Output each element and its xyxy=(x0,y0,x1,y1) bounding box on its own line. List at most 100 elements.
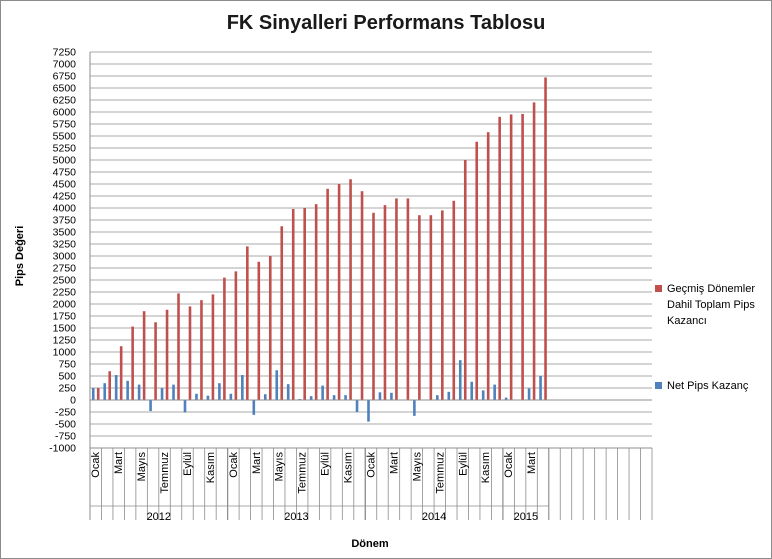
bar-net xyxy=(229,393,233,400)
y-tick-label: 1750 xyxy=(53,311,77,323)
y-tick-label: 7000 xyxy=(53,59,77,71)
bar-total xyxy=(441,210,444,400)
bar-net xyxy=(390,392,393,400)
bar-total xyxy=(257,261,261,400)
year-label: 2015 xyxy=(514,511,538,523)
bar-total xyxy=(360,191,364,400)
x-tick-label: Eylül xyxy=(182,452,194,476)
x-tick-label: Ocak xyxy=(366,452,378,478)
x-tick-label: Kasım xyxy=(480,452,492,483)
y-tick-label: 500 xyxy=(58,371,76,383)
bar-net xyxy=(436,395,439,400)
y-tick-label: 3250 xyxy=(53,239,77,251)
bar-net xyxy=(263,394,267,400)
y-tick-label: 5750 xyxy=(53,119,77,131)
year-label: 2012 xyxy=(147,511,171,523)
bar-net xyxy=(241,375,244,400)
bar-total xyxy=(406,198,410,400)
legend-label-total: Geçmiş Dönemler Dahil Toplam Pips Kazanc… xyxy=(667,283,756,327)
bar-total xyxy=(372,212,375,400)
y-tick-label: 6500 xyxy=(53,83,77,95)
bar-net xyxy=(206,395,210,400)
y-tick-label: -750 xyxy=(55,431,76,443)
bar-total xyxy=(223,277,226,400)
chart-title: FK Sinyalleri Performans Tablosu xyxy=(226,12,546,34)
bar-total xyxy=(177,293,180,400)
y-tick-label: 750 xyxy=(58,359,76,371)
x-axis-label: Dönem xyxy=(351,538,389,550)
bar-net xyxy=(355,400,359,412)
y-tick-label: 4250 xyxy=(53,191,77,203)
bar-total xyxy=(337,184,341,400)
bar-net xyxy=(493,384,496,400)
x-tick-label: Mayıs xyxy=(411,452,423,482)
bar-total xyxy=(349,179,352,400)
bar-total xyxy=(188,306,192,400)
y-tick-label: -500 xyxy=(55,419,76,431)
bar-total xyxy=(154,322,157,400)
y-tick-label: 4500 xyxy=(53,179,77,191)
bar-net xyxy=(218,383,221,400)
bar-net xyxy=(286,384,290,400)
bar-net xyxy=(183,400,187,413)
y-tick-label: 3500 xyxy=(53,227,77,239)
bar-total xyxy=(475,141,479,400)
bar-total xyxy=(200,300,203,400)
bar-net xyxy=(332,395,336,400)
bar-net xyxy=(195,393,198,400)
y-tick-label: 1000 xyxy=(53,347,77,359)
y-tick-label: 2500 xyxy=(53,275,77,287)
year-label: 2013 xyxy=(284,511,308,523)
bar-net xyxy=(160,388,164,400)
y-tick-label: 4750 xyxy=(53,167,77,179)
x-tick-label: Eylül xyxy=(457,452,469,476)
bar-total xyxy=(452,200,456,400)
y-tick-label: 4000 xyxy=(53,203,77,215)
year-label: 2014 xyxy=(422,511,446,523)
y-tick-label: 5500 xyxy=(53,131,77,143)
bar-net xyxy=(367,400,370,422)
bar-total xyxy=(383,205,387,400)
bar-total xyxy=(291,208,295,400)
bar-total xyxy=(326,188,329,400)
x-tick-label: Temmuz xyxy=(159,452,171,494)
x-tick-label: Kasım xyxy=(205,452,217,483)
bar-net xyxy=(447,391,451,400)
y-tick-label: 6250 xyxy=(53,95,77,107)
bar-total xyxy=(142,311,146,400)
bar-total xyxy=(234,271,238,400)
y-tick-label: 2750 xyxy=(53,263,77,275)
bar-total xyxy=(165,309,169,400)
y-tick-label: 250 xyxy=(58,383,76,395)
bar-net xyxy=(321,385,324,400)
bar-total xyxy=(131,326,134,400)
bar-net xyxy=(504,397,508,400)
y-tick-label: 0 xyxy=(70,395,76,407)
x-tick-label: Ocak xyxy=(503,452,515,478)
bar-net xyxy=(378,392,382,400)
bar-net xyxy=(149,400,152,412)
x-tick-label: Temmuz xyxy=(297,452,309,494)
x-tick-label: Mayıs xyxy=(274,452,286,482)
y-tick-label: 1250 xyxy=(53,335,77,347)
bar-net xyxy=(344,395,347,400)
bar-total xyxy=(463,160,467,400)
bar-total xyxy=(521,113,524,401)
bar-net xyxy=(458,360,462,400)
y-tick-label: 2250 xyxy=(53,287,77,299)
y-tick-label: 7250 xyxy=(53,47,77,59)
bar-total xyxy=(246,246,249,400)
y-tick-label: -1000 xyxy=(49,443,76,455)
bar-net xyxy=(126,380,129,400)
y-tick-label: 5000 xyxy=(53,155,77,167)
bar-total xyxy=(395,198,398,400)
legend-swatch-net xyxy=(655,382,662,389)
x-tick-label: Temmuz xyxy=(434,452,446,494)
y-tick-label: 5250 xyxy=(53,143,77,155)
bar-net xyxy=(137,384,141,400)
x-tick-label: Ocak xyxy=(228,452,240,478)
bar-net xyxy=(413,400,416,416)
bar-net xyxy=(91,388,95,400)
bar-total xyxy=(418,215,421,400)
